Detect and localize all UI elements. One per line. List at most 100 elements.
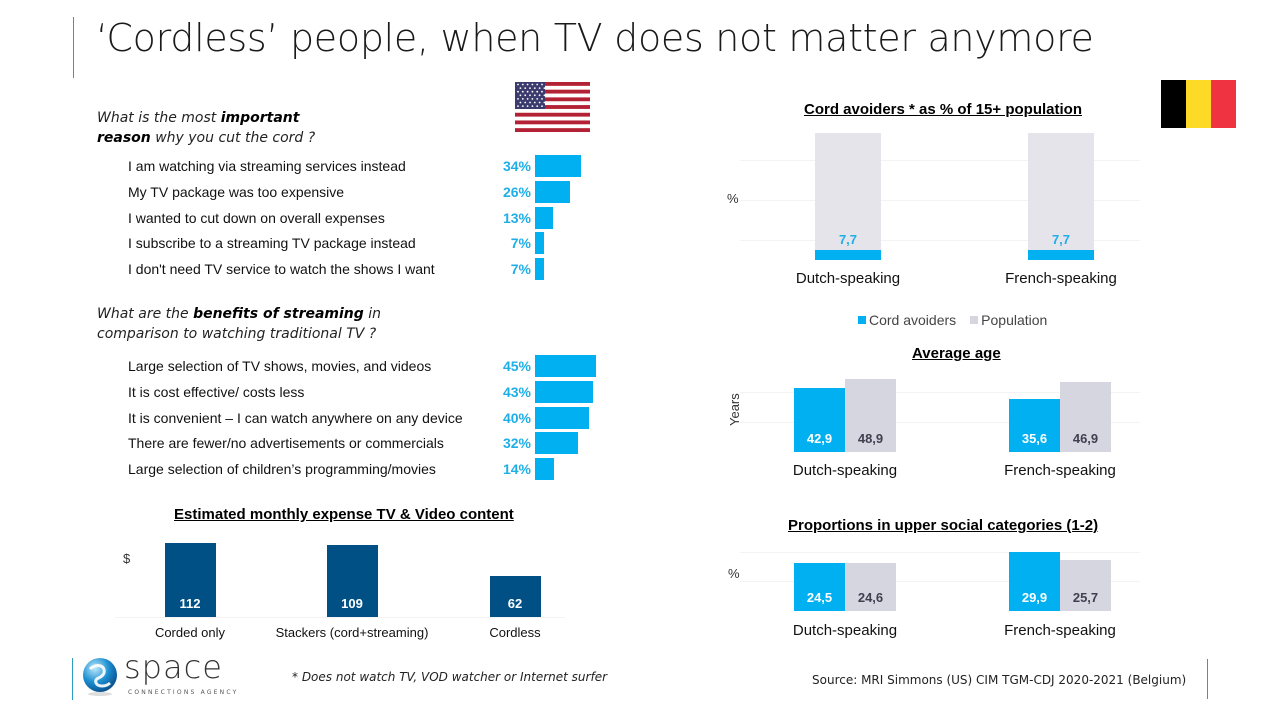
question-emphasis: important — [220, 110, 300, 126]
bar-value-label: 7,7 — [1051, 232, 1071, 248]
belgium-flag-icon — [1161, 80, 1236, 128]
bar-value-label: 48,9 — [857, 430, 884, 446]
flag-star — [521, 83, 524, 86]
flag-star — [538, 87, 541, 89]
expense-chart-title: Estimated monthly expense TV & Video con… — [174, 506, 514, 523]
space-logo-tagline: CONNECTIONS AGENCY — [128, 689, 239, 696]
flag-star — [526, 98, 529, 100]
bar-value-label: 7% — [510, 261, 531, 278]
category-label: Corded only — [154, 625, 226, 640]
flag-stripe — [515, 120, 590, 125]
flag-star — [541, 90, 543, 93]
flag-star — [529, 101, 531, 104]
bar — [535, 258, 545, 281]
cord-avoiders-legend: Cord avoiders Population — [858, 312, 1047, 328]
legend-label: Population — [981, 312, 1048, 328]
flag-star — [521, 98, 524, 100]
question-emphasis: reason — [97, 130, 151, 146]
flag-stripe — [515, 97, 590, 102]
bar-row: It is convenient – I can watch anywhere … — [128, 406, 608, 429]
legend-label: Cord avoiders — [869, 312, 957, 328]
bar-cord-avoiders — [1028, 250, 1094, 260]
flag-stripe-black — [1161, 80, 1186, 128]
bar-category-label: My TV package was too expensive — [128, 183, 345, 200]
bar-row: My TV package was too expensive 26% — [128, 180, 608, 203]
legend-item-population: Population — [970, 312, 1047, 328]
average-age-chart-title: Average age — [912, 345, 1001, 362]
flag-star — [517, 105, 519, 107]
logo-accent-rule — [72, 658, 73, 700]
bar-value-label: 24,5 — [806, 589, 833, 605]
bar-population — [815, 133, 881, 251]
bar-row: Large selection of TV shows, movies, and… — [128, 355, 608, 377]
category-label: French-speaking — [1004, 462, 1116, 479]
source-note: Source: MRI Simmons (US) CIM TGM-CDJ 202… — [812, 673, 1187, 687]
cord-avoiders-chart-title: Cord avoiders * as % of 15+ population — [804, 101, 1082, 118]
bar-value-label: 109 — [341, 595, 363, 611]
bar-population: 46,9 — [1060, 381, 1111, 452]
bar-value-label: 26% — [502, 183, 531, 200]
bar-value-label: 13% — [502, 209, 531, 226]
bar-row: I subscribe to a streaming TV package in… — [128, 232, 608, 255]
source-accent-rule — [1207, 659, 1208, 699]
flag-star — [526, 90, 529, 93]
bar-population: 24,6 — [845, 562, 896, 611]
bar — [535, 355, 596, 377]
flag-stripe — [515, 105, 590, 109]
flag-star — [536, 105, 539, 107]
question-text: in — [363, 306, 382, 322]
page-title: ‘Cordless’ people, when TV does not matt… — [96, 16, 1094, 60]
bar — [535, 180, 571, 203]
bar: 109 — [326, 544, 378, 617]
flag-star — [531, 83, 534, 86]
flag-star — [533, 101, 536, 104]
flag-star — [519, 101, 522, 104]
bar-cord-avoiders: 42,9 — [794, 387, 845, 452]
question-text: comparison to watching traditional TV ? — [97, 326, 377, 342]
flag-stripe — [515, 112, 590, 117]
cord-avoiders-axis-unit: % — [727, 191, 739, 206]
flag-star — [524, 94, 527, 97]
bar-value-label: 112 — [179, 596, 201, 611]
question-text: What are the — [97, 306, 194, 322]
bar-value-label: 32% — [502, 435, 531, 452]
gridline — [740, 240, 1140, 241]
flag-star — [517, 83, 519, 86]
flag-stripe-yellow — [1186, 80, 1211, 128]
flag-star — [521, 105, 524, 107]
bar-value-label: 40% — [502, 409, 531, 426]
bar-category-label: I subscribe to a streaming TV package in… — [128, 235, 416, 252]
bar-row: It is cost effective/ costs less 43% — [128, 380, 608, 403]
bar — [535, 380, 594, 403]
bar-value-label: 7,7 — [838, 232, 858, 248]
category-label: Dutch-speaking — [795, 270, 901, 287]
flag-star — [538, 94, 541, 97]
bar — [535, 406, 590, 429]
flag-star — [533, 94, 536, 97]
flag-stripe — [515, 82, 590, 86]
bar-value-label: 42,9 — [806, 430, 833, 446]
bar — [535, 206, 553, 229]
us-flag-icon — [515, 82, 590, 132]
bar-row: I wanted to cut down on overall expenses… — [128, 206, 608, 229]
flag-star — [521, 90, 524, 93]
flag-star — [531, 98, 534, 100]
bar-category-label: It is convenient – I can watch anywhere … — [128, 409, 463, 426]
category-label: French-speaking — [1004, 622, 1116, 639]
flag-star — [536, 90, 539, 93]
bar — [535, 458, 554, 481]
flag-star — [517, 90, 519, 93]
gridline — [740, 392, 1140, 393]
bar-value-label: 34% — [502, 158, 531, 174]
bar-row: I don't need TV service to watch the sho… — [128, 258, 608, 281]
bar-category-label: I don't need TV service to watch the sho… — [128, 261, 435, 278]
bar-cord-avoiders: 24,5 — [794, 562, 845, 611]
space-logo-wordmark: space — [124, 648, 223, 686]
gridline — [740, 160, 1140, 161]
bar-cord-avoiders — [815, 250, 881, 260]
question-reason: What is the most important reason why yo… — [97, 108, 315, 148]
bar — [535, 155, 582, 177]
flag-stripe-red — [1211, 80, 1236, 128]
bar-value-label: 45% — [502, 358, 531, 374]
bar-row: I am watching via streaming services ins… — [128, 155, 608, 177]
